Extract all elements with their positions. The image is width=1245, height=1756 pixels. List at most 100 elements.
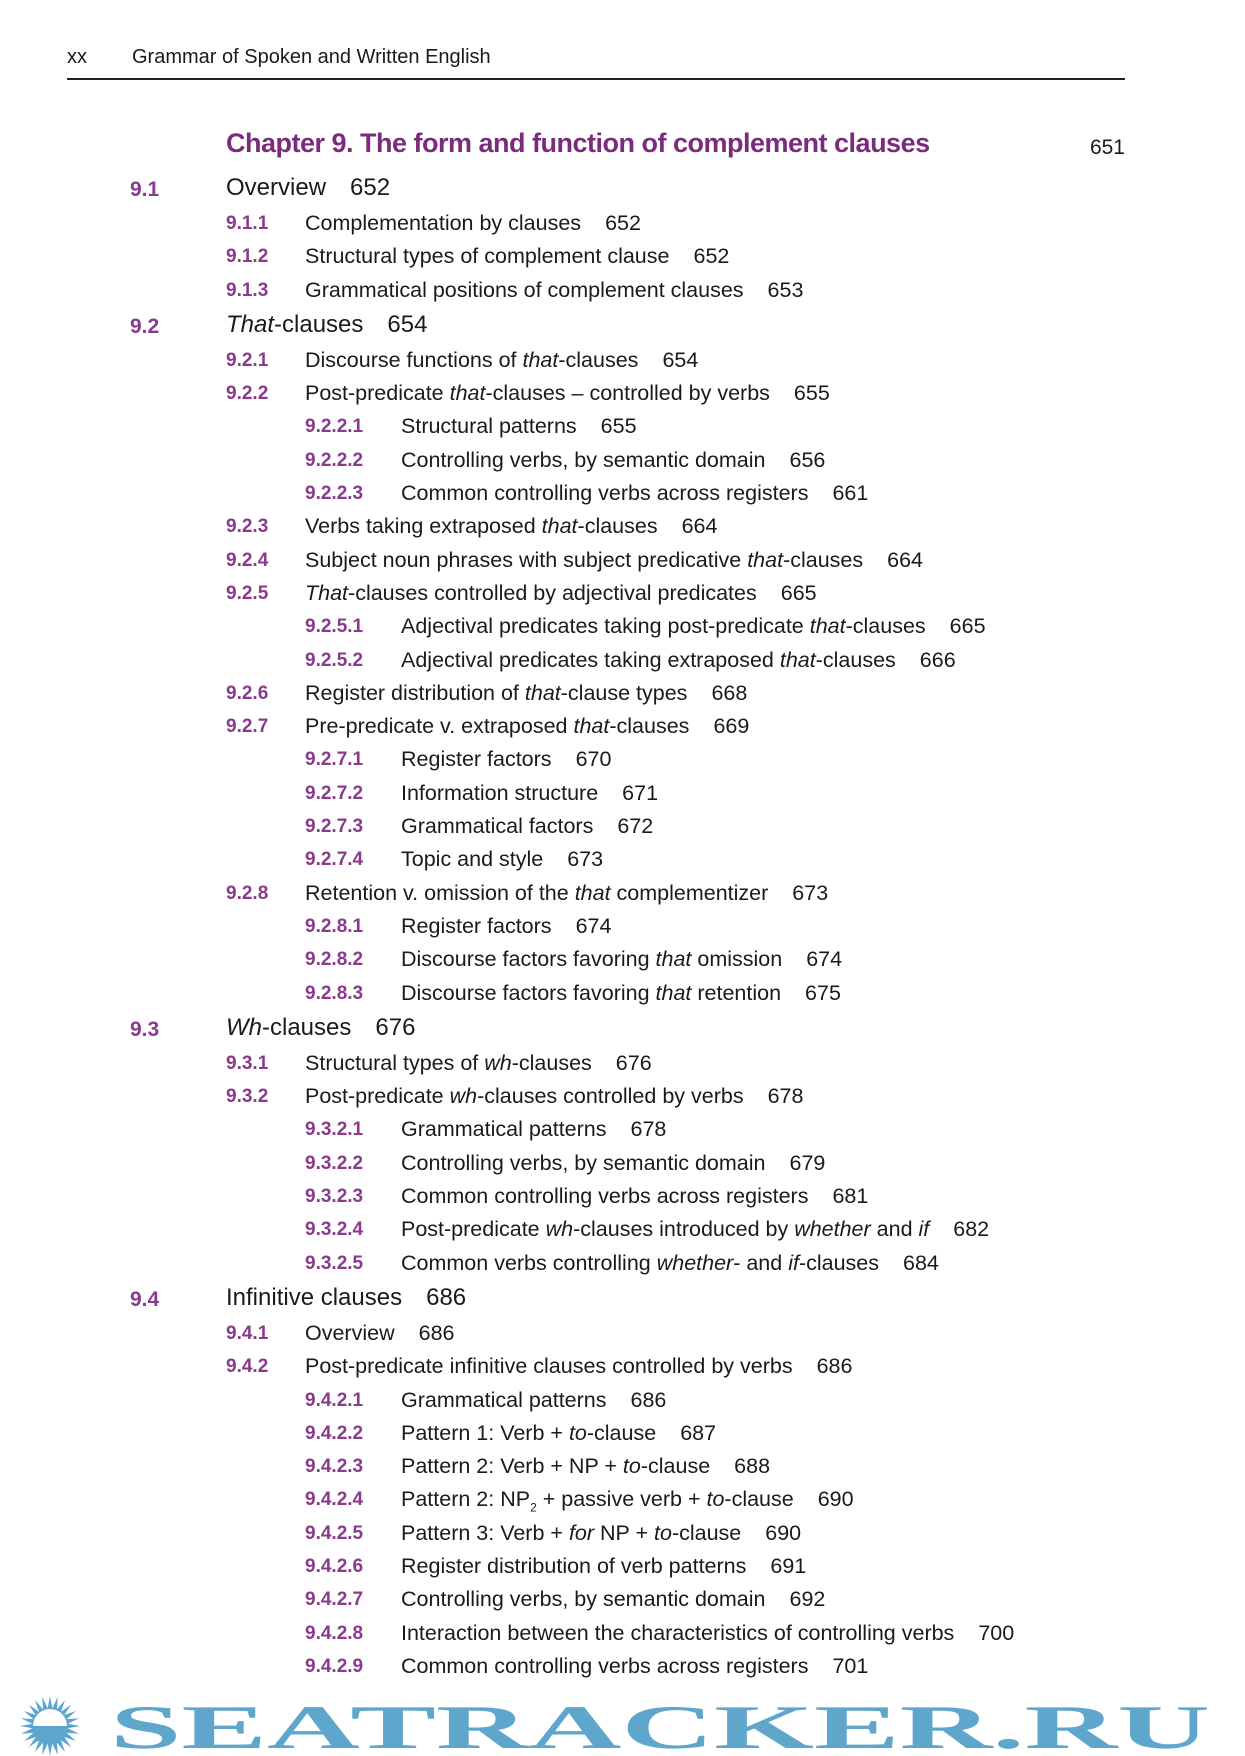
- toc-entry[interactable]: 9.4.1 Overview 686: [0, 1319, 1245, 1352]
- toc-entry[interactable]: 9.4.2.5 Pattern 3: Verb + for NP + to-cla…: [0, 1519, 1245, 1552]
- entry-title: Pattern 1: Verb + to-clause 687: [401, 1421, 716, 1446]
- toc-entry[interactable]: 9.3 Wh-clauses 676: [0, 1012, 1245, 1049]
- toc-entry[interactable]: 9.2.5 That-clauses controlled by adjectiv…: [0, 579, 1245, 612]
- title-part: NP +: [594, 1520, 654, 1545]
- title-part: -clauses introduced by: [573, 1217, 795, 1242]
- toc-entry[interactable]: 9.2.3 Verbs taking extraposed that-clause…: [0, 512, 1245, 545]
- entry-page-number: 676: [615, 1050, 652, 1075]
- toc-entry[interactable]: 9.2.8.3 Discourse factors favoring that r…: [0, 979, 1245, 1012]
- entry-page-number: 686: [426, 1283, 467, 1311]
- entry-title: Overview 686: [305, 1321, 454, 1346]
- title-part: whether: [656, 1250, 734, 1275]
- running-header-page-number: xx: [67, 46, 87, 68]
- title-part: Infinitive clauses: [226, 1283, 403, 1311]
- toc-entry[interactable]: 9.3.1 Structural types of wh-clauses 676: [0, 1049, 1245, 1082]
- toc-entry[interactable]: 9.2.7.2 Information structure 671: [0, 779, 1245, 812]
- toc-entry[interactable]: 9.3.2.2 Controlling verbs, by semantic do…: [0, 1149, 1245, 1182]
- entry-page-number: 686: [816, 1354, 853, 1379]
- entry-title: Information structure 671: [401, 781, 658, 806]
- toc-entry[interactable]: 9.2.7.3 Grammatical factors 672: [0, 812, 1245, 845]
- title-part: that: [779, 647, 816, 672]
- toc-entry[interactable]: 9.4.2.2 Pattern 1: Verb + to-clause 687: [0, 1419, 1245, 1452]
- toc-entry[interactable]: 9.3.2 Post-predicate wh-clauses controlle…: [0, 1082, 1245, 1115]
- entry-page-number: 661: [832, 481, 869, 506]
- entry-page-number: 656: [789, 447, 826, 472]
- toc-entry[interactable]: 9.1 Overview 652: [0, 172, 1245, 209]
- toc-entry[interactable]: 9.2.2.1 Structural patterns 655: [0, 412, 1245, 445]
- toc-entry[interactable]: 9.2.2 Post-predicate that-clauses – contr…: [0, 379, 1245, 412]
- title-part: - and: [733, 1250, 789, 1275]
- toc-entry[interactable]: 9.2.2.2 Controlling verbs, by semantic do…: [0, 446, 1245, 479]
- section-number: 9.2.2.2: [305, 449, 364, 471]
- toc-entry[interactable]: 9.4.2.6 Register distribution of verb pat…: [0, 1552, 1245, 1585]
- section-number: 9.2.2.3: [305, 483, 364, 505]
- toc-entry[interactable]: 9.2.8.2 Discourse factors favoring that o…: [0, 945, 1245, 978]
- toc-entry[interactable]: 9.4.2 Post-predicate infinitive clauses c…: [0, 1352, 1245, 1385]
- title-part: -clauses: [798, 1250, 880, 1275]
- section-number: 9.3.2: [226, 1086, 269, 1108]
- toc-entry[interactable]: 9.4.2.7 Controlling verbs, by semantic do…: [0, 1585, 1245, 1618]
- toc-entry[interactable]: 9.2.5.2 Adjectival predicates taking extr…: [0, 646, 1245, 679]
- section-number: 9.1: [130, 178, 160, 201]
- entry-title: Infinitive clauses 686: [226, 1284, 466, 1312]
- toc-entry[interactable]: 9.3.2.1 Grammatical patterns 678: [0, 1115, 1245, 1148]
- title-part: if: [918, 1217, 930, 1242]
- title-part: complementizer: [610, 880, 769, 905]
- toc-entry[interactable]: 9.2.4 Subject noun phrases with subject p…: [0, 546, 1245, 579]
- title-part: Controlling verbs, by semantic domain: [401, 1587, 766, 1612]
- toc-entry[interactable]: 9.4.2.3 Pattern 2: Verb + NP + to-clause 6…: [0, 1452, 1245, 1485]
- toc-entry[interactable]: 9.2 That-clauses 654: [0, 309, 1245, 346]
- entry-page-number: 672: [617, 814, 654, 839]
- section-number: 9.4.2.3: [305, 1456, 364, 1478]
- toc-entry[interactable]: 9.3.2.3 Common controlling verbs across r…: [0, 1182, 1245, 1215]
- toc-entry[interactable]: 9.2.5.1 Adjectival predicates taking post…: [0, 612, 1245, 645]
- toc-entry[interactable]: 9.2.8.1 Register factors 674: [0, 912, 1245, 945]
- toc-entry[interactable]: 9.4.2.8 Interaction between the character…: [0, 1619, 1245, 1652]
- title-part: -clause: [640, 1454, 711, 1479]
- title-part: Structural types of: [305, 1050, 485, 1075]
- title-part: Adjectival predicates taking post-predic…: [401, 614, 810, 639]
- entry-page-number: 670: [575, 747, 612, 772]
- toc-entry[interactable]: 9.2.6 Register distribution of that-claus…: [0, 679, 1245, 712]
- toc-entry[interactable]: 9.2.7.1 Register factors 670: [0, 745, 1245, 778]
- toc-entry[interactable]: 9.4.2.1 Grammatical patterns 686: [0, 1386, 1245, 1419]
- toc-entry[interactable]: 9.2.1 Discourse functions of that-clauses…: [0, 346, 1245, 379]
- entry-title: Common verbs controlling whether- and if…: [401, 1251, 939, 1276]
- toc-entry[interactable]: 9.4.2.9 Common controlling verbs across r…: [0, 1652, 1245, 1685]
- title-part: Verbs taking extraposed: [305, 514, 542, 539]
- section-number: 9.4.2.2: [305, 1422, 364, 1444]
- toc-entry[interactable]: 9.3.2.5 Common verbs controlling whether-…: [0, 1249, 1245, 1282]
- section-number: 9.2.3: [226, 516, 269, 538]
- toc-entry[interactable]: 9.2.2.3 Common controlling verbs across r…: [0, 479, 1245, 512]
- toc-entry[interactable]: 9.1.2 Structural types of complement clau…: [0, 242, 1245, 275]
- entry-title: Pattern 2: NP2 + passive verb + to-claus…: [401, 1487, 854, 1514]
- toc-entry[interactable]: 9.2.7 Pre-predicate v. extraposed that-cl…: [0, 712, 1245, 745]
- title-part: wh: [484, 1050, 512, 1075]
- title-part: -clauses: [558, 347, 639, 372]
- section-number: 9.2.7.4: [305, 849, 364, 871]
- title-part: for: [568, 1520, 595, 1545]
- title-part: Overview: [226, 174, 327, 201]
- toc-entry[interactable]: 9.4.2.4 Pattern 2: NP2 + passive verb + t…: [0, 1485, 1245, 1518]
- entry-title: Overview 652: [226, 174, 390, 202]
- title-part: that: [574, 880, 611, 905]
- title-part: Grammatical positions of complement clau…: [305, 277, 744, 302]
- entry-title: Common controlling verbs across register…: [401, 1184, 868, 1209]
- chapter-heading[interactable]: Chapter 9. The form and function of comp…: [226, 128, 930, 158]
- title-part: Grammatical factors: [401, 814, 594, 839]
- section-number: 9.4.2.8: [305, 1622, 364, 1644]
- toc-entry[interactable]: 9.2.8 Retention v. omission of the that c…: [0, 879, 1245, 912]
- title-part: retention: [691, 980, 782, 1005]
- section-number: 9.2.5.2: [305, 649, 364, 671]
- title-part: and: [870, 1217, 919, 1242]
- toc-entry[interactable]: 9.3.2.4 Post-predicate wh-clauses introdu…: [0, 1215, 1245, 1248]
- section-number: 9.3.2.1: [305, 1119, 364, 1141]
- toc-entry[interactable]: 9.2.7.4 Topic and style 673: [0, 845, 1245, 878]
- toc-entry[interactable]: 9.1.1 Complementation by clauses 652: [0, 209, 1245, 242]
- toc-entry[interactable]: 9.4 Infinitive clauses 686: [0, 1282, 1245, 1319]
- section-number: 9.2.7.2: [305, 782, 364, 804]
- title-part: Register distribution of: [305, 680, 525, 705]
- entry-page-number: 686: [630, 1387, 667, 1412]
- watermark: SEATRACKER.RU: [20, 1694, 1210, 1756]
- toc-entry[interactable]: 9.1.3 Grammatical positions of complement…: [0, 276, 1245, 309]
